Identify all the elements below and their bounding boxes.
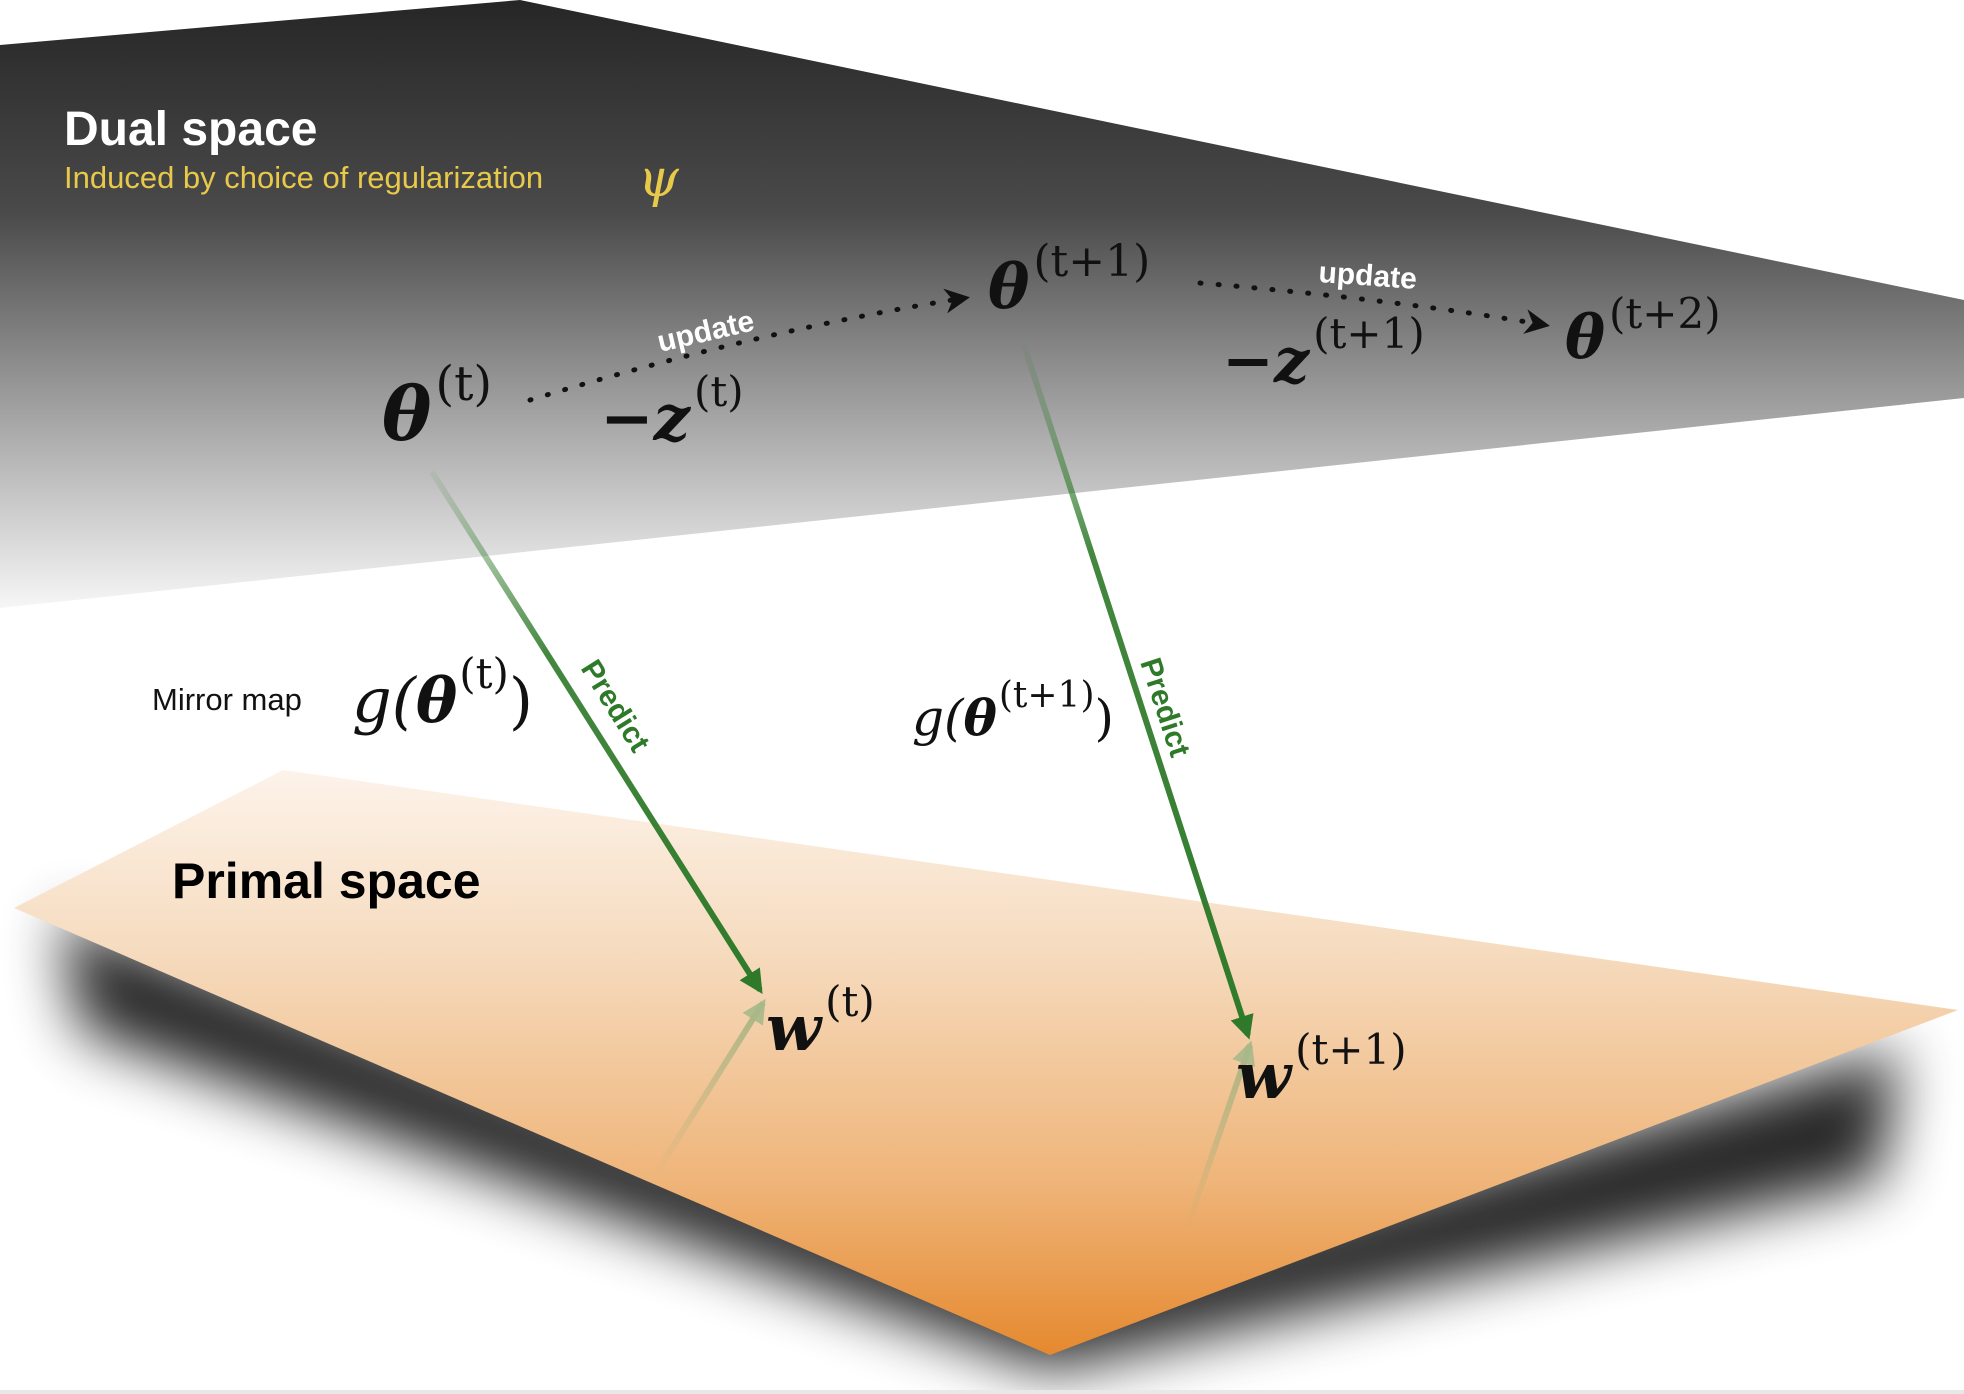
mirror-map-label: Mirror map xyxy=(152,682,302,717)
update-arrow-1 xyxy=(527,288,970,403)
step-z-t1: −z(t+1) xyxy=(1222,309,1425,397)
predict-arrow-1 xyxy=(429,470,763,995)
update-label-2: update xyxy=(1318,256,1418,296)
primal-space-title: Primal space xyxy=(172,853,481,909)
theta-t: θ(t) xyxy=(382,356,492,458)
primal-space-plane xyxy=(14,770,1958,1355)
predict-arrow-2 xyxy=(1021,344,1254,1040)
psi-symbol: ψ xyxy=(638,149,680,209)
mirror-map-expression-t: g(θ(t)) xyxy=(352,649,533,737)
dual-space-plane xyxy=(0,0,1964,608)
update-arrow-2 xyxy=(1197,280,1550,334)
step-z-t: −z(t) xyxy=(600,367,744,456)
ghost-arrow-1 xyxy=(652,998,766,1177)
primal-space-shadow xyxy=(60,915,1900,1370)
w-t: w(t) xyxy=(766,977,875,1066)
mirror-map-expression-t1: g(θ(t+1)) xyxy=(912,675,1114,747)
w-t1: w(t+1) xyxy=(1236,1025,1407,1114)
theta-t2: θ(t+2) xyxy=(1565,289,1721,373)
predict-label-1: Predict xyxy=(574,654,656,758)
dual-space-subtitle: Induced by choice of regularization xyxy=(64,160,543,195)
ghost-arrow-2 xyxy=(1185,1040,1256,1226)
dual-space-title: Dual space xyxy=(64,103,317,156)
theta-t1: θ(t+1) xyxy=(988,236,1150,323)
